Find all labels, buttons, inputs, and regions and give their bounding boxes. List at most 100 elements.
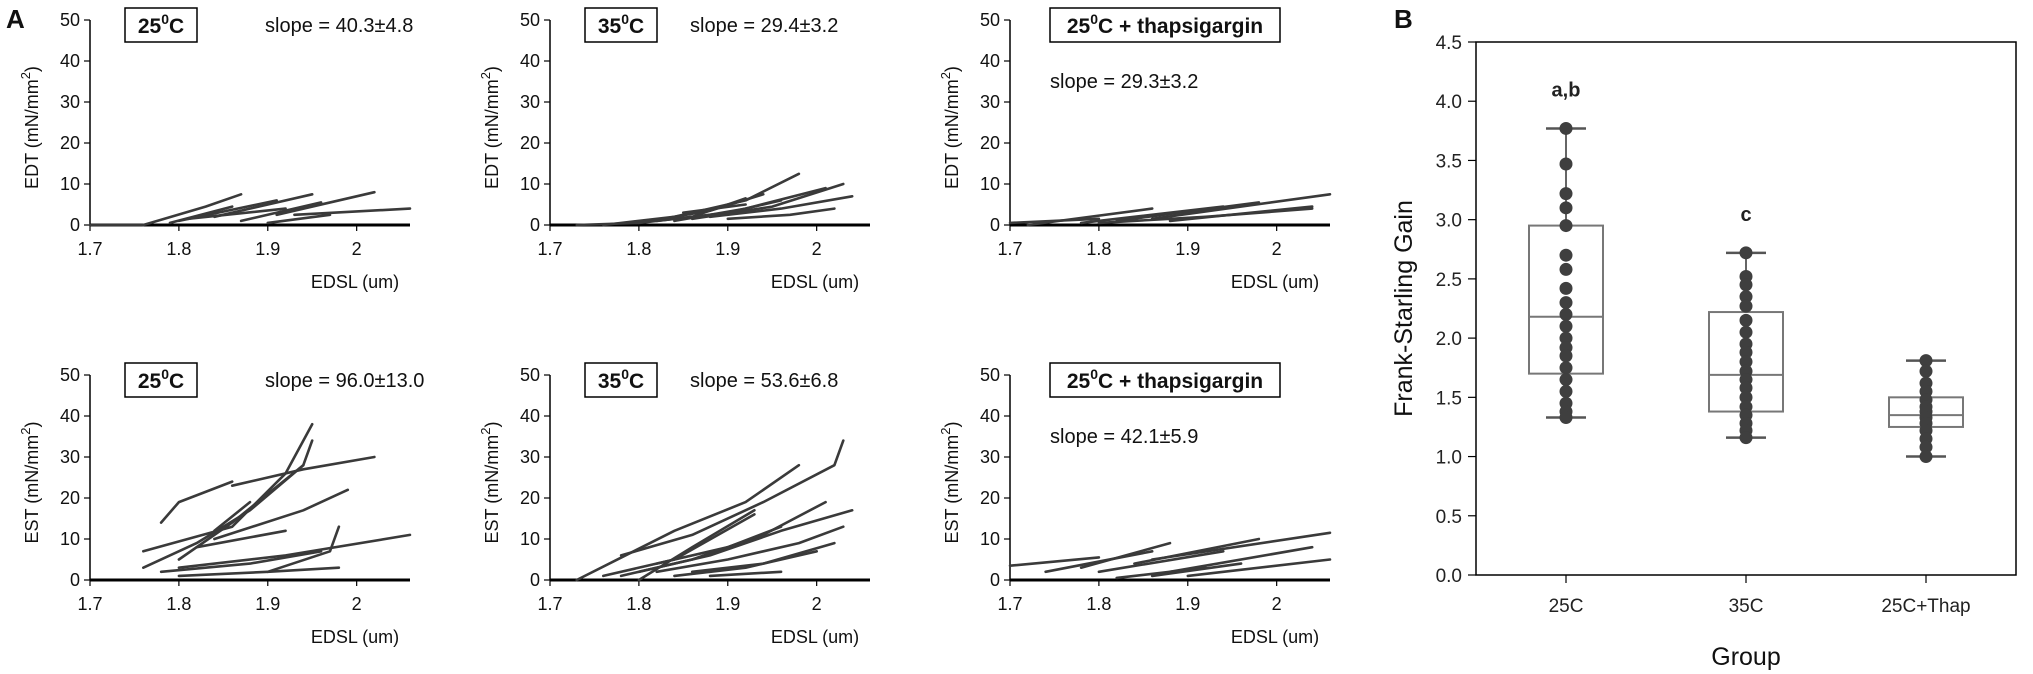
- x-tick-label: 35C: [1729, 596, 1764, 617]
- y-tick-label: 0: [990, 215, 1000, 235]
- x-tick-label: 1.8: [626, 594, 651, 614]
- panel-a-chart-5: 0 10 20 30 40 50 1.7 1.8 1.9 2 EDSL (um) EST (mN/mm…: [478, 362, 870, 647]
- x-axis-title: EDSL (um): [771, 627, 859, 647]
- series-line-10: [1150, 562, 1243, 578]
- data-point: [1739, 246, 1753, 260]
- series-line-12: [213, 500, 252, 533]
- x-tick-label: 1.7: [997, 594, 1022, 614]
- series-line-8: [1097, 215, 1207, 225]
- series-line-1: [159, 480, 234, 524]
- series-line-4: [1097, 550, 1225, 574]
- x-tick-label: 25C: [1549, 596, 1584, 617]
- x-tick-label: 1.7: [997, 239, 1022, 259]
- y-tick-label: 30: [980, 92, 1000, 112]
- x-tick-label: 1.7: [537, 594, 562, 614]
- series-line-5: [637, 509, 854, 574]
- y-tick-label: 40: [520, 406, 540, 426]
- series-line-2: [141, 193, 243, 227]
- series-line-2: [619, 439, 845, 557]
- series-line-6: [213, 488, 350, 541]
- x-tick-label: 1.7: [77, 239, 102, 259]
- x-axis-title: EDSL (um): [1231, 272, 1319, 292]
- series-line-3: [637, 193, 765, 225]
- series-line-9: [655, 525, 783, 565]
- x-tick-label: 1.9: [715, 239, 740, 259]
- data-point: [1559, 319, 1573, 333]
- series-line-7: [1204, 207, 1314, 219]
- series-line-3: [141, 422, 314, 553]
- slope-label: slope = 29.3±3.2: [1050, 71, 1198, 93]
- x-tick-label: 1.9: [255, 594, 280, 614]
- data-point: [1739, 290, 1753, 304]
- condition-box: [584, 7, 658, 43]
- y-tick-label: 1.0: [1436, 448, 1462, 469]
- data-point: [1559, 157, 1573, 171]
- data-point: [1919, 450, 1933, 464]
- series-line-7: [159, 550, 323, 574]
- y-axis-title: Frank-Starling Gain: [1390, 200, 1418, 417]
- x-axis-title: EDSL (um): [771, 272, 859, 292]
- x-tick-label: 1.8: [1086, 594, 1111, 614]
- panel-a-chart-4: 0 10 20 30 40 50 1.7 1.8 1.9 2 EDSL (um) EST (mN/mm…: [18, 362, 424, 647]
- data-point: [1739, 355, 1753, 369]
- y-tick-label: 20: [60, 133, 80, 153]
- data-point: [1559, 410, 1573, 424]
- data-point: [1739, 390, 1753, 404]
- y-axis-title: EDT (mN/mm2): [938, 66, 962, 189]
- condition-label: 250C: [138, 11, 184, 38]
- series-line-4: [1115, 201, 1261, 223]
- data-point: [1739, 431, 1753, 445]
- y-tick-label: 0: [530, 215, 540, 235]
- data-point: [1559, 331, 1573, 345]
- y-tick-label: 30: [60, 92, 80, 112]
- condition-box: [1049, 7, 1281, 43]
- panel-a-chart-6: 0 10 20 30 40 50 1.7 1.8 1.9 2 EDSL (um) EST (mN/mm…: [938, 362, 1332, 647]
- series-line-9: [682, 203, 747, 214]
- condition-box: [124, 7, 198, 43]
- y-tick-label: 10: [980, 174, 1000, 194]
- y-tick-label: 10: [60, 174, 80, 194]
- y-tick-label: 3.0: [1436, 211, 1462, 232]
- panel-a-chart-2: 0 10 20 30 40 50 1.7 1.8 1.9 2 EDSL (um) EDT (mN/mm…: [478, 7, 870, 292]
- condition-label: 350C: [598, 11, 644, 38]
- series-line-2: [1026, 207, 1154, 227]
- data-point: [1559, 219, 1573, 233]
- series-line-8: [177, 533, 412, 569]
- y-tick-label: 20: [520, 133, 540, 153]
- y-tick-label: 50: [980, 10, 1000, 30]
- y-tick-label: 0.0: [1436, 566, 1462, 587]
- slope-label: slope = 40.3±4.8: [265, 15, 413, 37]
- series-line-6: [655, 525, 845, 574]
- series-line-7: [1168, 545, 1314, 574]
- x-tick-label: 1.8: [1086, 239, 1111, 259]
- x-tick-label: 2: [1272, 239, 1282, 259]
- condition-label: 250C: [138, 366, 184, 393]
- data-point: [1559, 296, 1573, 310]
- x-tick-label: 1.7: [537, 239, 562, 259]
- series-line-10: [195, 529, 287, 549]
- y-tick-label: 20: [980, 133, 1000, 153]
- y-tick-label: 0: [70, 570, 80, 590]
- data-point: [1739, 325, 1753, 339]
- x-tick-label: 2: [812, 239, 822, 259]
- slope-label: slope = 42.1±5.9: [1050, 426, 1198, 448]
- x-axis-title: EDSL (um): [311, 627, 399, 647]
- x-axis-title: EDSL (um): [1231, 627, 1319, 647]
- x-tick-label: 1.9: [1175, 239, 1200, 259]
- y-tick-label: 40: [980, 406, 1000, 426]
- y-tick-label: 40: [520, 51, 540, 71]
- condition-box: [584, 362, 658, 398]
- y-tick-label: 30: [520, 92, 540, 112]
- data-point: [1559, 201, 1573, 215]
- y-tick-label: 40: [60, 406, 80, 426]
- data-point: [1559, 281, 1573, 295]
- condition-label: 250C + thapsigargin: [1067, 11, 1263, 38]
- x-tick-label: 1.9: [715, 594, 740, 614]
- y-tick-label: 30: [60, 447, 80, 467]
- y-tick-label: 40: [60, 51, 80, 71]
- series-line-6: [1150, 531, 1332, 561]
- panel-a-label: A: [6, 4, 25, 34]
- y-tick-label: 0: [990, 570, 1000, 590]
- y-tick-label: 50: [520, 365, 540, 385]
- x-tick-label: 2: [352, 594, 362, 614]
